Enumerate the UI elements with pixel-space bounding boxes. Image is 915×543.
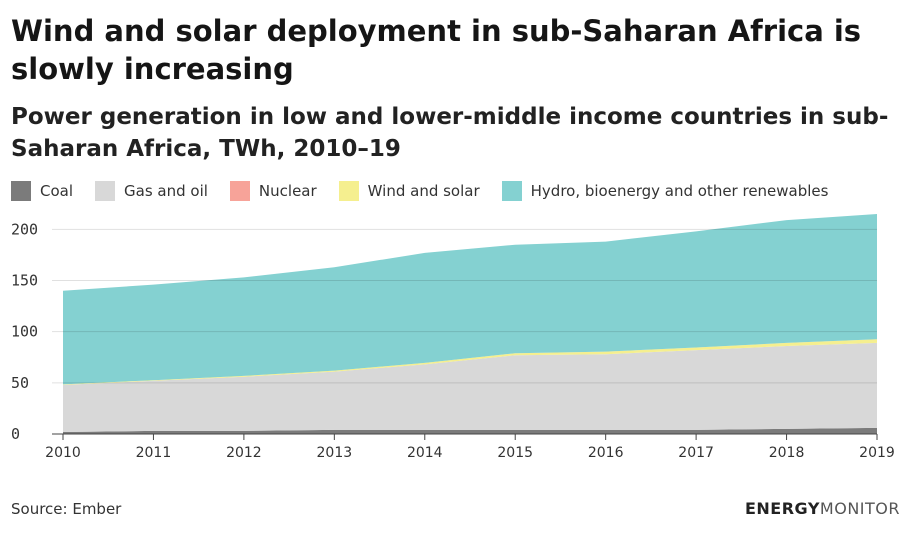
brand-logo: ENERGYMONITOR <box>745 499 900 518</box>
legend-swatch <box>501 181 522 201</box>
legend-item: Coal <box>11 181 73 201</box>
legend-swatch <box>338 181 359 201</box>
area-chart: 0 50 100 150 200 2010 2011 2012 2013 2014 2015 2016… <box>11 214 895 461</box>
legend-label: Hydro, bioenergy and other renewables <box>530 182 829 200</box>
legend: Coal Gas and oil Nuclear Wind and solar Hydr… <box>11 180 850 202</box>
x-tick-label: 2017 <box>678 445 714 461</box>
area-hydro-bioenergy-and-other-renewables <box>63 214 877 385</box>
legend-label: Wind and solar <box>367 182 480 200</box>
y-tick-label: 150 <box>11 272 38 290</box>
y-tick-label: 50 <box>11 374 29 392</box>
x-tick-label: 2013 <box>317 445 353 461</box>
legend-item: Wind and solar <box>338 181 480 201</box>
legend-swatch <box>229 181 250 201</box>
x-tick-label: 2012 <box>226 445 262 461</box>
x-tick-label: 2016 <box>588 445 624 461</box>
x-tick-label: 2014 <box>407 445 443 461</box>
legend-label: Nuclear <box>258 182 317 200</box>
brand-bold: ENERGY <box>744 499 820 518</box>
x-tick-label: 2019 <box>859 445 895 461</box>
x-tick-label: 2010 <box>45 445 81 461</box>
y-tick-label: 100 <box>11 323 38 341</box>
legend-item: Gas and oil <box>95 181 208 201</box>
legend-swatch <box>11 181 31 201</box>
chart-title: Wind and solar deployment in sub-Saharan… <box>11 14 862 86</box>
x-tick-label: 2011 <box>136 445 172 461</box>
brand-light: MONITOR <box>819 499 900 518</box>
chart-subtitle: Power generation in low and lower-middle… <box>11 104 889 162</box>
legend-label: Coal <box>40 182 74 200</box>
legend-item: Hydro, bioenergy and other renewables <box>501 181 829 201</box>
area-coal <box>63 427 877 434</box>
legend-label: Gas and oil <box>124 182 208 200</box>
legend-item: Nuclear <box>229 181 317 201</box>
y-tick-label: 200 <box>11 220 38 238</box>
area-wind-and-solar <box>63 339 877 385</box>
legend-swatch <box>95 181 116 201</box>
x-tick-label: 2018 <box>769 445 805 461</box>
x-tick-label: 2015 <box>497 445 533 461</box>
source-note: Source: Ember <box>11 500 122 518</box>
area-gas-and-oil <box>63 342 877 432</box>
y-tick-label: 0 <box>11 425 20 443</box>
